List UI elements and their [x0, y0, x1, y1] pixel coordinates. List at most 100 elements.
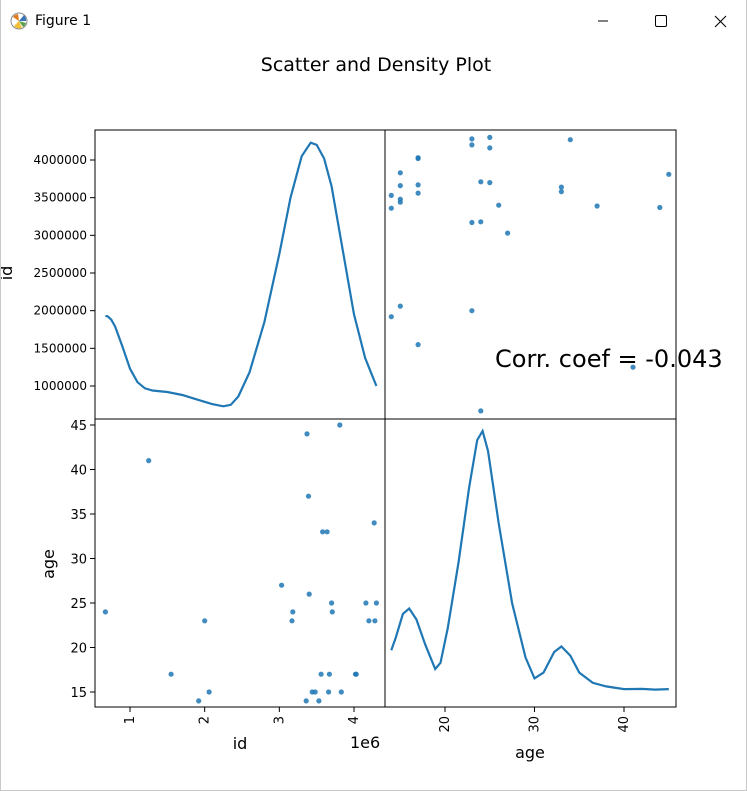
scatter-point-age-vs-id — [469, 136, 475, 142]
close-icon — [714, 15, 726, 27]
scatter-point-age-vs-id — [415, 182, 421, 188]
scatter-point-id-vs-age — [337, 422, 343, 428]
scatter-point-id-vs-age — [304, 431, 310, 437]
scatter-point-id-vs-age — [366, 618, 372, 624]
scatter-point-age-vs-id — [469, 142, 475, 148]
y-tick-label-id: 3000000 — [34, 228, 87, 242]
scatter-point-age-vs-id — [415, 342, 421, 348]
scatter-point-age-vs-id — [666, 171, 672, 177]
scatter-point-id-vs-age — [353, 671, 359, 677]
scatter-point-age-vs-id — [469, 308, 475, 314]
scatter-point-id-vs-age — [306, 591, 312, 597]
x-axis-label-age: age — [515, 743, 545, 762]
scatter-point-age-vs-id — [397, 170, 403, 176]
scatter-matrix-figure: Scatter and Density Plot 1000000 1500000 2… — [0, 54, 723, 762]
scatter-point-age-vs-id — [558, 184, 565, 190]
y-tick-label-age: 20 — [70, 642, 87, 657]
minimize-button[interactable] — [580, 0, 626, 42]
panel-age-age — [384, 418, 677, 708]
scatter-point-id-vs-age — [371, 520, 377, 526]
y-tick-label-age: 45 — [70, 419, 87, 434]
y-tick-label-age: 40 — [70, 464, 87, 479]
panel-age-id — [384, 129, 677, 420]
x-tick-label-id: 3 — [272, 716, 287, 724]
maximize-button[interactable] — [638, 0, 684, 42]
y-tick-label-age: 15 — [70, 686, 87, 701]
minimize-icon — [598, 20, 608, 22]
scatter-point-id-vs-age — [312, 689, 318, 695]
scatter-point-age-vs-id — [388, 314, 394, 320]
scatter-point-id-vs-age — [196, 698, 202, 704]
scatter-point-age-vs-id — [657, 204, 663, 211]
window-border-left — [0, 0, 1, 791]
scatter-point-age-vs-id — [558, 189, 565, 195]
chart-title: Scatter and Density Plot — [261, 54, 491, 76]
y-tick-label-id: 3500000 — [34, 191, 87, 205]
scatter-point-age-vs-id — [496, 202, 502, 208]
scatter-point-id-vs-age — [329, 600, 335, 606]
scatter-point-id-vs-age — [202, 618, 208, 624]
scatter-point-id-vs-age — [372, 618, 378, 624]
kde-line-id — [105, 141, 378, 408]
scatter-point-age-vs-id — [415, 155, 421, 161]
y-axis-label-id: id — [0, 266, 16, 281]
scatter-point-id-vs-age — [279, 582, 285, 588]
scatter-point-id-vs-age — [326, 689, 332, 695]
scatter-point-age-vs-id — [594, 203, 600, 209]
scatter-point-id-vs-age — [363, 600, 369, 606]
scatter-point-age-vs-id — [415, 190, 421, 196]
close-button[interactable] — [697, 0, 743, 42]
y-tick-label-id: 2000000 — [34, 304, 87, 318]
panel-id-age — [94, 418, 386, 708]
x-tick-label-id: 4 — [347, 716, 362, 724]
scatter-point-id-vs-age — [290, 609, 296, 615]
scatter-point-id-vs-age — [206, 689, 212, 695]
scatter-point-age-vs-id — [397, 303, 403, 309]
x-tick-label-age: 20 — [438, 716, 453, 733]
scatter-point-age-vs-id — [478, 179, 484, 185]
scatter-point-age-vs-id — [397, 196, 403, 202]
matplotlib-icon — [10, 12, 28, 30]
y-tick-label-id: 1000000 — [34, 379, 87, 393]
scatter-point-age-vs-id — [487, 145, 493, 151]
scatter-point-id-vs-age — [146, 458, 152, 464]
scatter-point-age-vs-id — [469, 219, 475, 226]
window-title: Figure 1 — [35, 13, 92, 29]
y-tick-label-age: 25 — [70, 597, 87, 612]
maximize-icon — [655, 15, 667, 27]
scatter-point-age-vs-id — [388, 192, 394, 198]
scatter-point-age-vs-id — [487, 134, 493, 140]
panel-id-id — [94, 129, 386, 420]
scatter-point-id-vs-age — [373, 600, 379, 606]
y-tick-label-id: 2500000 — [34, 266, 87, 280]
correlation-annotation: Corr. coef = -0.043 — [495, 345, 723, 373]
scatter-point-age-vs-id — [630, 364, 636, 370]
x-tick-label-id: 1 — [123, 716, 138, 724]
x-axis-offset-label: 1e6 — [350, 733, 380, 752]
y-tick-label-age: 35 — [70, 508, 87, 523]
scatter-point-id-vs-age — [316, 698, 322, 704]
scatter-point-age-vs-id — [505, 230, 511, 236]
x-tick-label-id: 2 — [198, 716, 213, 724]
x-axis-label-id: id — [233, 734, 248, 753]
window-titlebar: Figure 1 — [0, 0, 747, 42]
x-tick-label-age: 30 — [528, 716, 543, 733]
y-tick-label-id: 4000000 — [34, 153, 87, 167]
scatter-point-age-vs-id — [478, 219, 484, 225]
scatter-point-id-vs-age — [303, 698, 309, 704]
scatter-point-id-vs-age — [324, 529, 330, 535]
scatter-point-id-vs-age — [326, 671, 332, 677]
scatter-point-id-vs-age — [289, 618, 295, 624]
scatter-point-age-vs-id — [567, 137, 573, 143]
scatter-point-age-vs-id — [388, 205, 394, 211]
scatter-point-age-vs-id — [478, 408, 484, 414]
scatter-point-id-vs-age — [320, 529, 326, 535]
kde-line-age — [390, 428, 669, 691]
y-tick-label-id: 1500000 — [34, 341, 87, 355]
scatter-point-id-vs-age — [168, 671, 174, 677]
scatter-point-id-vs-age — [338, 689, 344, 695]
scatter-point-id-vs-age — [329, 609, 335, 615]
y-tick-label-age: 30 — [70, 553, 87, 568]
scatter-point-age-vs-id — [397, 183, 403, 189]
scatter-point-age-vs-id — [487, 180, 493, 186]
